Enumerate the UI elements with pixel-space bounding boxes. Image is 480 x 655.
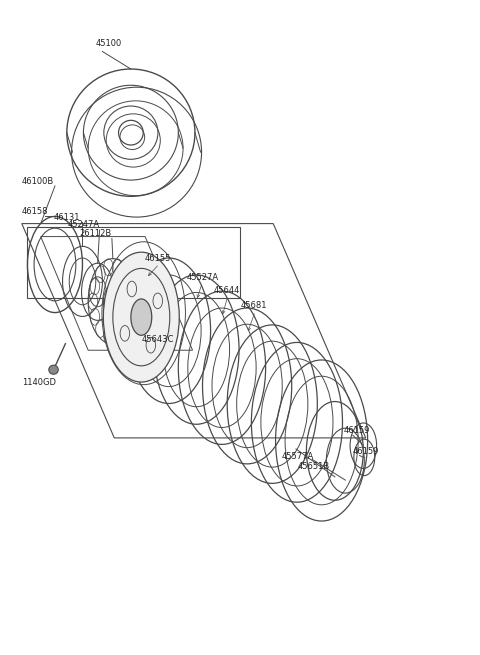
Text: 46131: 46131 — [54, 213, 81, 221]
Text: 46159: 46159 — [353, 447, 379, 456]
Text: 46159: 46159 — [343, 426, 370, 435]
Ellipse shape — [49, 365, 58, 374]
Text: 45247A: 45247A — [67, 221, 99, 229]
Text: 45527A: 45527A — [187, 273, 219, 282]
Text: 45643C: 45643C — [141, 335, 174, 345]
Text: 45644: 45644 — [214, 286, 240, 295]
Text: 26112B: 26112B — [80, 229, 112, 238]
Text: 45100: 45100 — [96, 39, 121, 48]
Ellipse shape — [131, 299, 152, 335]
Text: 45681: 45681 — [241, 301, 267, 310]
Text: 45577A: 45577A — [282, 452, 314, 461]
Text: 46158: 46158 — [22, 207, 48, 215]
Ellipse shape — [103, 252, 179, 382]
Text: 46100B: 46100B — [22, 177, 54, 186]
Text: 1140GD: 1140GD — [22, 378, 56, 387]
Text: 45651B: 45651B — [298, 462, 330, 471]
Text: 46155: 46155 — [145, 253, 171, 263]
